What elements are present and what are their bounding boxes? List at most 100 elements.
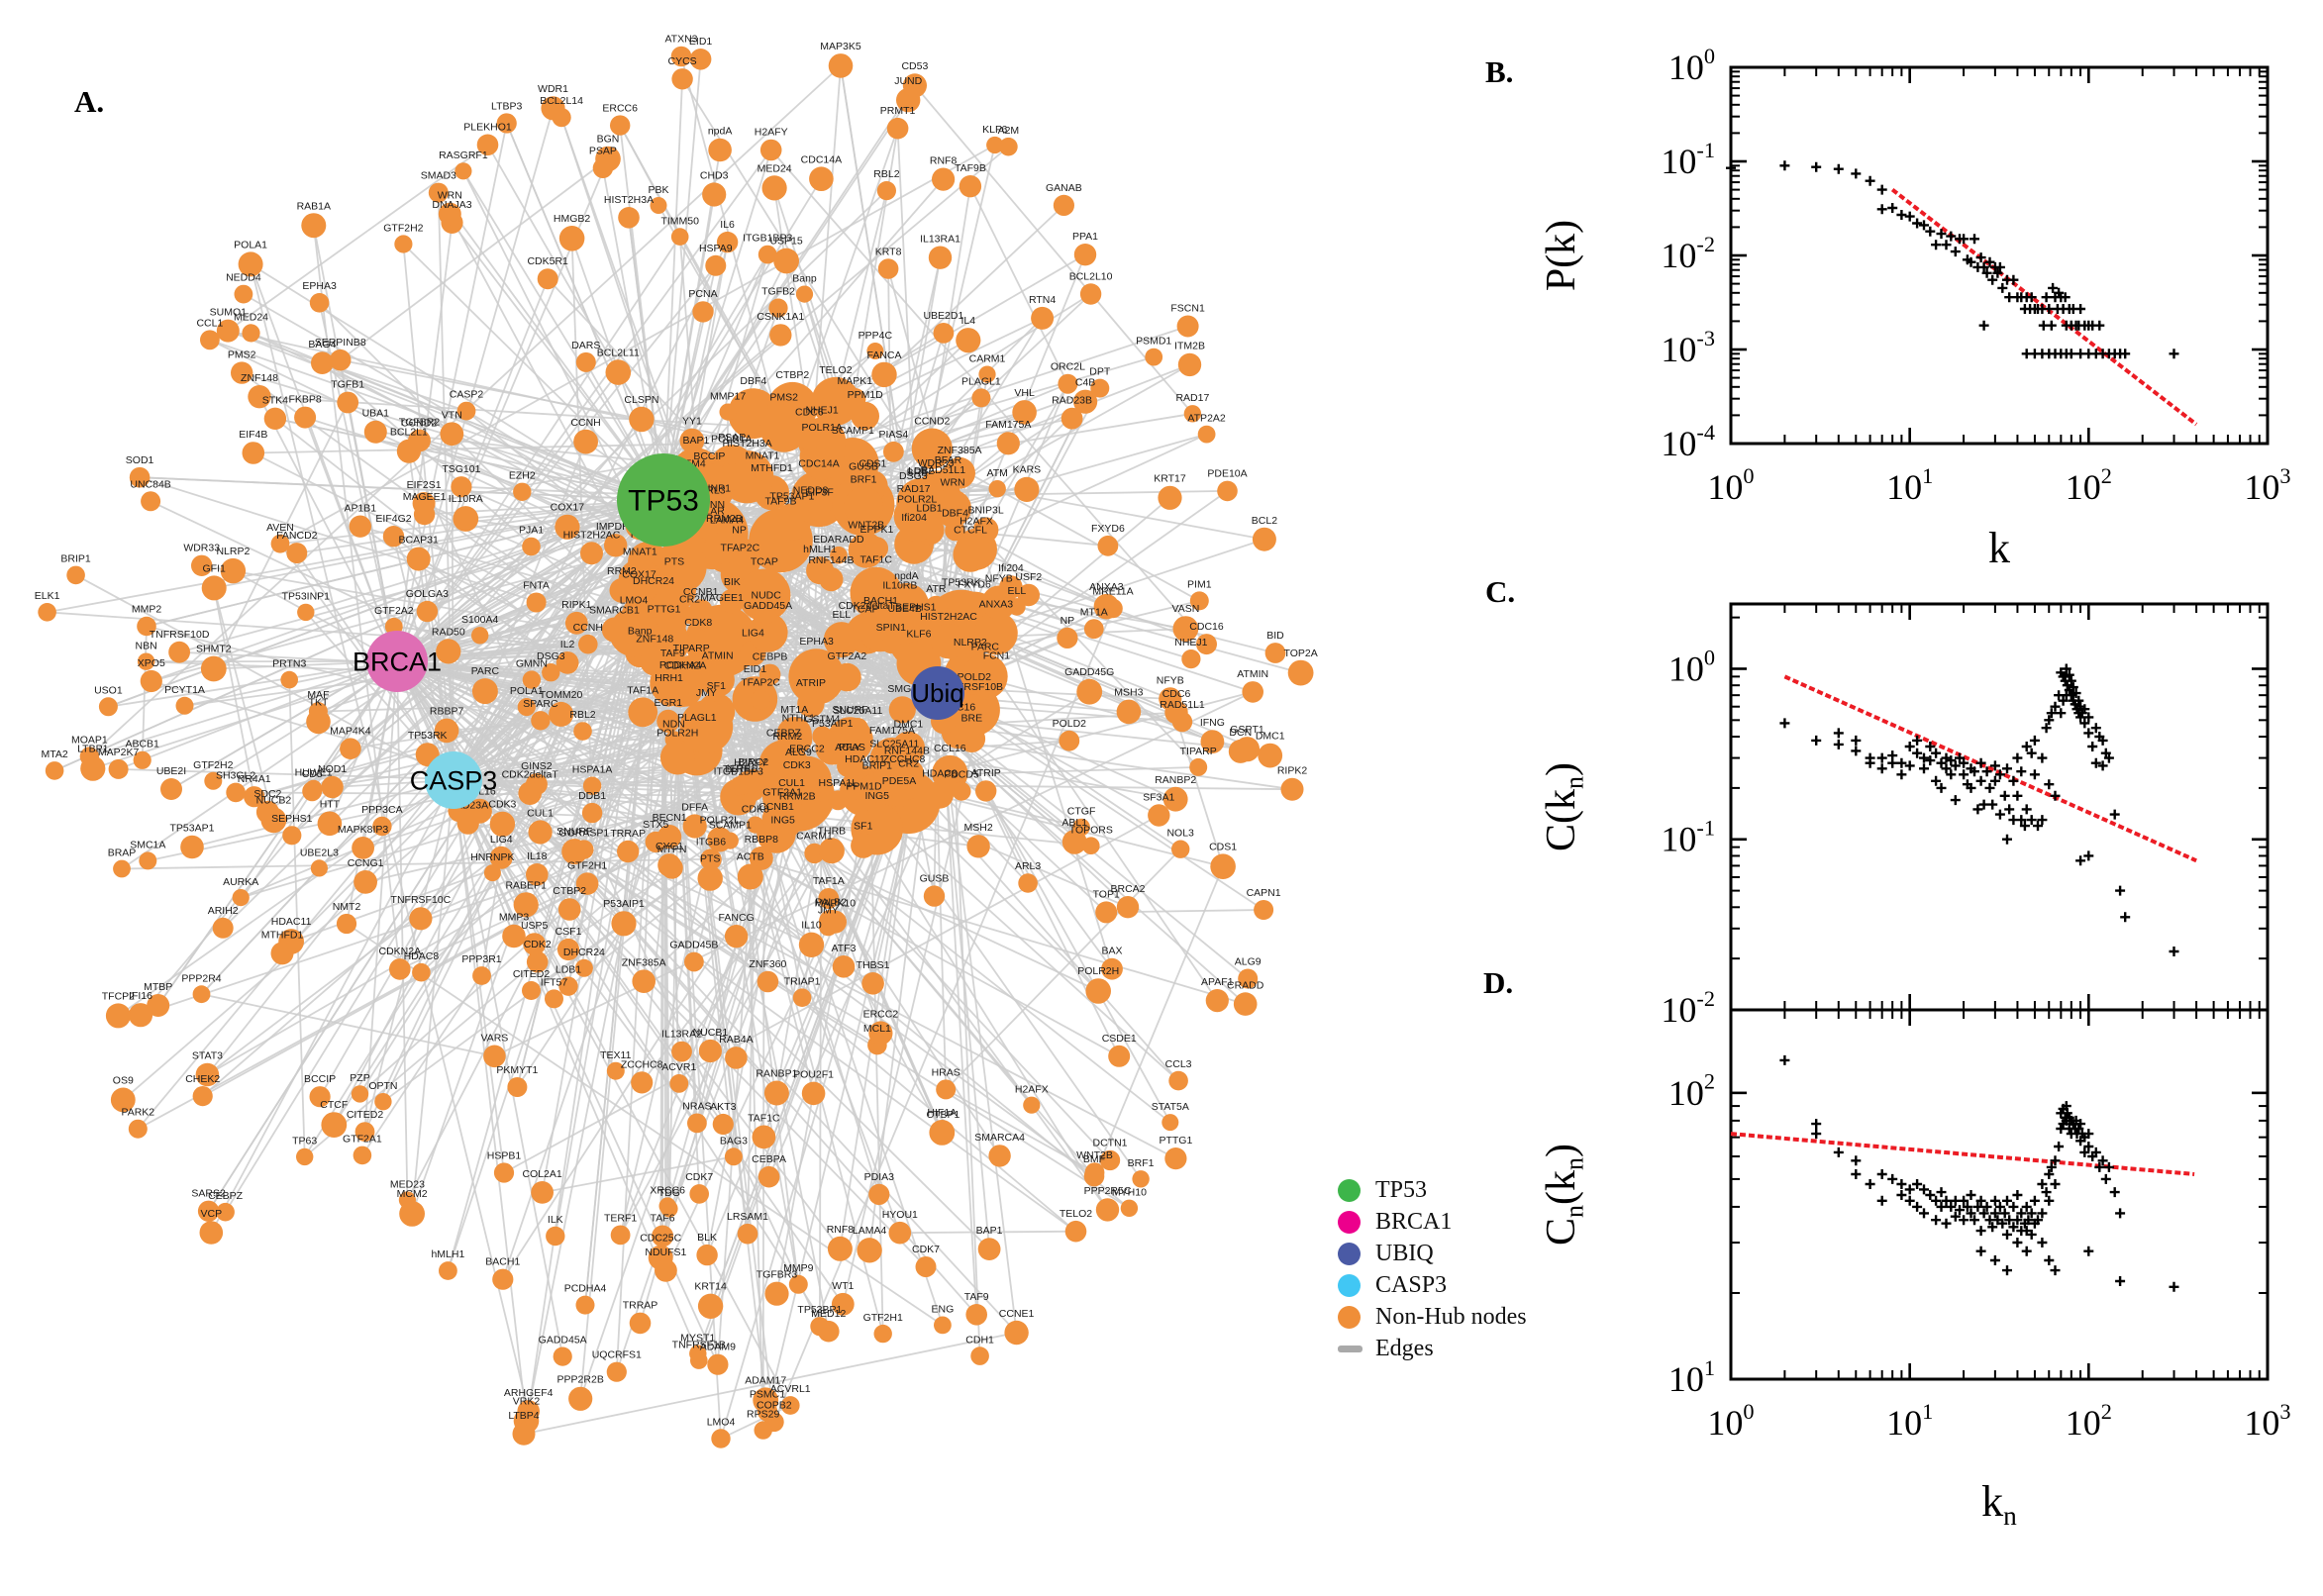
network-node: [705, 254, 727, 276]
ytick-label-C: 10-1: [1661, 816, 1715, 859]
network-edge: [396, 264, 717, 662]
network-node: [220, 557, 247, 584]
network-node: [828, 53, 854, 78]
network-node: [556, 938, 580, 961]
network-node: [747, 816, 764, 834]
panel-label-a: A.: [74, 84, 105, 119]
network-node: [719, 588, 745, 614]
network-node: [724, 1147, 743, 1166]
network-node: [707, 1353, 729, 1375]
network-node: [513, 892, 539, 918]
network-node: [1164, 1147, 1187, 1170]
network-node: [819, 567, 844, 592]
network-edge: [281, 779, 454, 954]
fit-line-D: [1730, 1132, 2195, 1176]
network-node: [168, 641, 191, 663]
network-node: [574, 958, 593, 977]
network-node: [244, 786, 265, 808]
network-edge: [523, 1332, 1017, 1436]
network-node: [573, 722, 592, 741]
network-node: [970, 1347, 989, 1365]
network-edge: [396, 660, 777, 835]
network-edge: [453, 433, 1207, 781]
network-edge: [232, 569, 398, 662]
network-node: [966, 835, 990, 858]
network-edge: [402, 243, 664, 501]
network-node: [928, 246, 953, 269]
network-node: [988, 1145, 1011, 1167]
network-node: [531, 711, 551, 731]
network-node: [471, 627, 489, 645]
network-node: [311, 351, 334, 374]
network-node: [1158, 485, 1182, 510]
legend-label: CASP3: [1375, 1271, 1448, 1298]
network-edge: [396, 660, 874, 985]
xtick-label-D: 100: [1707, 1399, 1754, 1443]
network-node: [413, 503, 436, 526]
network-edge: [755, 692, 939, 700]
network-node: [632, 969, 656, 993]
network-node: [128, 1119, 148, 1139]
network-node: [792, 988, 812, 1007]
network-node: [1177, 352, 1202, 377]
network-node: [810, 1317, 830, 1337]
network-node: [1217, 480, 1238, 502]
network-node: [454, 162, 472, 180]
network-edge: [462, 170, 664, 501]
network-edge: [228, 330, 467, 412]
network-node: [456, 401, 476, 421]
network-node: [866, 343, 884, 359]
network-node: [523, 933, 547, 955]
network-node: [1053, 194, 1074, 216]
network-node: [542, 663, 560, 682]
xtick-label-B: 101: [1886, 463, 1933, 507]
network-node: [200, 655, 227, 682]
network-node: [581, 802, 603, 824]
network-node: [606, 1361, 627, 1382]
network-node: [549, 701, 574, 727]
network-edge: [141, 626, 148, 760]
network-legend: TP53 BRCA1 UBIQ CASP3 Non-Hub nodes Edges: [1338, 1174, 1527, 1364]
network-node: [758, 663, 781, 686]
network-node: [669, 1074, 689, 1093]
network-node: [793, 419, 825, 450]
legend-label: TP53: [1375, 1176, 1428, 1203]
network-node: [133, 750, 152, 769]
network-node: [890, 592, 909, 611]
network-node: [483, 1045, 506, 1068]
network-node: [911, 428, 953, 469]
network-node: [1060, 407, 1083, 430]
network-node: [682, 814, 707, 839]
network-node: [936, 467, 960, 492]
network-node: [1017, 583, 1041, 607]
network-node: [531, 1181, 554, 1204]
network-node: [556, 651, 579, 674]
network-node: [1252, 527, 1276, 551]
network-node: [1093, 593, 1120, 620]
ytick-label-C: 10-2: [1661, 986, 1715, 1030]
network-node: [1145, 348, 1163, 366]
network-node: [476, 134, 499, 156]
network-node: [552, 108, 571, 128]
network-node: [605, 359, 632, 385]
network-node: [526, 950, 549, 973]
network-node: [321, 1112, 348, 1138]
network-node: [962, 694, 984, 715]
network-edge: [396, 660, 1170, 700]
network-node: [749, 846, 773, 870]
network-node: [232, 889, 250, 907]
network-node: [974, 611, 1018, 655]
network-edge: [213, 587, 275, 821]
network-edge: [662, 58, 702, 501]
network-node: [483, 864, 501, 882]
network-node: [493, 1162, 515, 1183]
network-edge: [453, 763, 784, 781]
network-node: [670, 46, 692, 67]
network-node: [337, 391, 359, 414]
network-edge: [453, 779, 927, 1268]
network-node: [840, 754, 864, 778]
network-node: [891, 731, 926, 765]
network-node: [472, 966, 491, 985]
network-node: [952, 781, 971, 801]
network-node: [958, 725, 986, 752]
